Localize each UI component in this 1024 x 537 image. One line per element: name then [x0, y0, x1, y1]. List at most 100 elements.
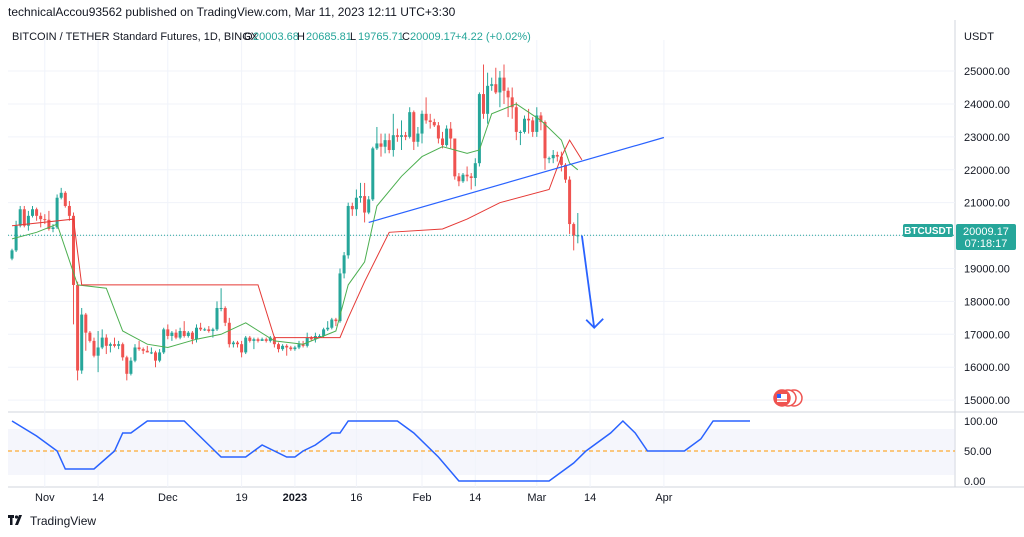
- candle-body: [186, 332, 190, 336]
- candle-body: [51, 227, 55, 229]
- candle-body: [182, 331, 186, 336]
- candle-body: [346, 205, 350, 256]
- candle-body: [527, 118, 531, 121]
- oscillator-tick-label: 50.00: [964, 446, 992, 458]
- legend-symbol: BITCOIN / TETHER Standard Futures, 1D, B…: [12, 31, 259, 43]
- candle-body: [125, 357, 129, 374]
- candle-body: [482, 94, 485, 114]
- candle-body: [84, 314, 88, 333]
- candle-body: [293, 347, 297, 350]
- candle-body: [244, 337, 248, 353]
- candle-body: [338, 273, 342, 322]
- candle-body: [543, 122, 547, 159]
- candle-body: [281, 345, 285, 350]
- candle-body: [195, 327, 198, 340]
- oscillator-tick-label: 0.00: [964, 476, 985, 488]
- indicator-lines: [11, 103, 583, 349]
- candle-body: [408, 112, 412, 137]
- candle-body: [502, 77, 506, 91]
- events-flag-icon[interactable]: [773, 389, 803, 407]
- candle-body: [129, 360, 133, 374]
- price-tick-label: 22000.00: [964, 165, 1010, 177]
- time-tick-label: 19: [235, 492, 247, 504]
- forecast-arrow-head: [585, 318, 604, 330]
- candle-body: [178, 331, 182, 338]
- price-tick-label: 23000.00: [964, 132, 1010, 144]
- candle-body: [154, 352, 157, 361]
- price-tag-symbol: BTCUSDT: [904, 226, 952, 237]
- chart-frame[interactable]: 25000.00 24000.00 23000.00 22000.00 21000.00…: [0, 20, 1024, 510]
- time-tick-label: Mar: [527, 492, 546, 504]
- oscillator-line: [11, 419, 750, 482]
- legend-close-label: C: [402, 31, 410, 43]
- candle-body: [432, 122, 436, 126]
- footer: TradingView: [8, 514, 96, 528]
- candle-body: [318, 335, 321, 337]
- candle-body: [190, 332, 194, 340]
- candlestick-series: [10, 64, 580, 381]
- footer-brand: TradingView: [30, 514, 97, 528]
- legend-open-label: O: [244, 31, 253, 43]
- legend-open: 20003.68: [253, 31, 299, 43]
- candle-body: [420, 113, 424, 134]
- candle-body: [572, 224, 576, 236]
- candle-body: [88, 332, 92, 341]
- candle-body: [486, 85, 490, 114]
- candle-body: [43, 219, 47, 221]
- candle-body: [322, 329, 326, 336]
- candle-body: [568, 179, 572, 225]
- candle-body: [547, 158, 551, 160]
- candle-body: [498, 77, 502, 93]
- candle-body: [67, 205, 71, 216]
- price-tick-label: 24000.00: [964, 99, 1010, 111]
- candle-body: [199, 327, 203, 330]
- candle-body: [215, 307, 219, 330]
- candle-body: [203, 329, 207, 331]
- candle-body: [326, 327, 330, 330]
- candle-body: [445, 128, 449, 146]
- candle-body: [436, 125, 440, 139]
- candle-body: [72, 215, 75, 285]
- candle-body: [80, 314, 84, 371]
- candle-body: [531, 120, 535, 132]
- candle-body: [236, 342, 239, 345]
- candle-body: [514, 107, 518, 132]
- oscillator-band: [8, 429, 955, 475]
- candle-body: [354, 197, 358, 210]
- kijun-line: [11, 139, 583, 339]
- forecast-arrow-shaft: [581, 235, 596, 328]
- candle-body: [400, 135, 403, 137]
- price-tick-label: 25000.00: [964, 66, 1010, 78]
- time-tick-label: Feb: [413, 492, 432, 504]
- candle-body: [240, 344, 244, 353]
- candle-body: [47, 219, 51, 229]
- candle-body: [26, 215, 30, 226]
- price-tick-label: 21000.00: [964, 198, 1010, 210]
- candle-body: [465, 174, 469, 177]
- candle-body: [379, 143, 383, 147]
- price-tick-label: 19000.00: [964, 263, 1010, 275]
- tradingview-logo-icon: [8, 515, 22, 525]
- price-tag-symbol-bg: [903, 224, 953, 237]
- price-tag[interactable]: BTCUSDT 20009.17 07:18:17: [903, 224, 1016, 250]
- candle-body: [149, 352, 153, 354]
- candle-body: [113, 344, 116, 346]
- candle-body: [174, 332, 178, 338]
- legend-low-label: L: [350, 31, 356, 43]
- legend-high-label: H: [297, 31, 305, 43]
- candle-body: [416, 133, 420, 142]
- candle-body: [453, 138, 457, 177]
- price-tick-label: 18000.00: [964, 296, 1010, 308]
- candle-body: [277, 344, 280, 350]
- annotations: [8, 136, 955, 482]
- candle-body: [55, 197, 59, 228]
- candle-body: [424, 113, 428, 121]
- candle-body: [342, 255, 346, 274]
- candle-body: [256, 339, 260, 341]
- candle-body: [141, 349, 145, 351]
- candle-body: [412, 112, 416, 142]
- candle-body: [162, 329, 166, 353]
- candle-body: [367, 199, 371, 213]
- candle-body: [518, 131, 522, 133]
- candle-body: [35, 209, 39, 216]
